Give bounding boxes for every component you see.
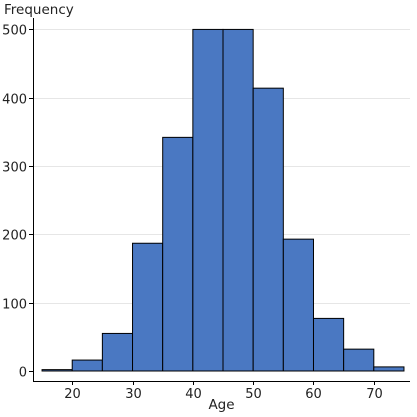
histogram-bar	[101, 332, 134, 372]
histogram-bar	[343, 348, 375, 372]
x-tick-label: 50	[245, 387, 262, 402]
histogram-bar	[41, 369, 73, 372]
y-tick-label: 400	[2, 93, 27, 108]
ticks-layer: 0 100 200 300 400 500 20 30 40 50 60 70	[2, 24, 383, 403]
y-tick-label: 100	[2, 298, 27, 313]
x-tick-label: 30	[125, 387, 142, 402]
histogram-bar	[71, 359, 103, 372]
histogram-bar	[192, 28, 224, 372]
histogram-bar	[162, 136, 194, 372]
y-tick-label: 500	[2, 24, 27, 39]
histogram-bar	[282, 238, 314, 372]
y-tick-label: 300	[2, 161, 27, 176]
histogram-bar	[373, 366, 405, 372]
histogram-bar	[222, 28, 254, 372]
y-tick-label: 0	[19, 366, 27, 381]
x-tick-label: 60	[305, 387, 322, 402]
x-tick-label: 20	[64, 387, 81, 402]
y-tick-label: 200	[2, 229, 27, 244]
x-tick-label: 70	[366, 387, 383, 402]
histogram-bar	[312, 317, 345, 372]
histogram-bar	[132, 242, 164, 372]
bars-layer	[41, 28, 405, 372]
x-tick-label: 40	[185, 387, 202, 402]
y-axis-title: Frequency	[4, 2, 74, 18]
x-axis-title: Age	[208, 397, 234, 413]
histogram-bar	[252, 87, 284, 372]
